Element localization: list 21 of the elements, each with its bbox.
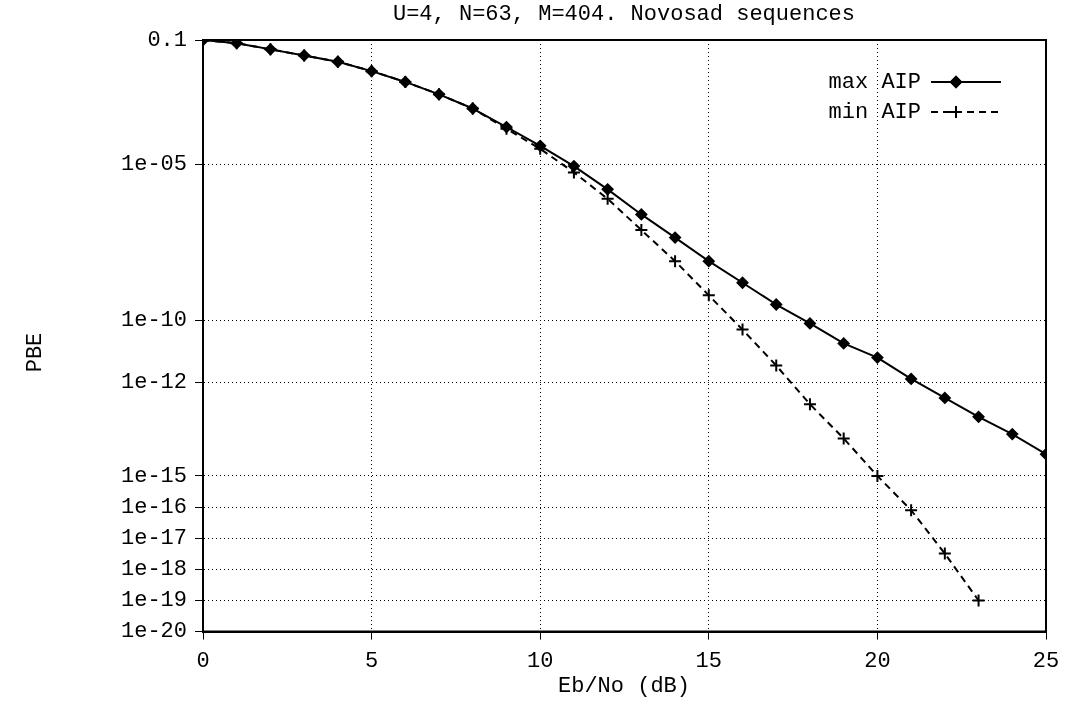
y-tick-label: 1e-10 [120, 308, 187, 334]
x-tick-label: 15 [695, 648, 722, 674]
x-axis-title: Eb/No (dB) [557, 674, 691, 699]
chart-title: U=4, N=63, M=404. Novosad sequences [391, 2, 857, 27]
y-tick-label: 1e-19 [120, 588, 187, 614]
legend-label: max AIP [828, 69, 921, 95]
x-tick-label: 25 [1032, 648, 1060, 674]
y-tick-label: 1e-12 [120, 370, 187, 396]
x-tick-label: 5 [365, 648, 379, 674]
x-tick-label: 0 [196, 648, 210, 674]
y-tick-label: 1e-20 [120, 619, 187, 645]
y-tick-label: 1e-15 [120, 463, 187, 489]
y-tick-label: 1e-05 [120, 152, 187, 178]
x-tick-label: 20 [864, 648, 891, 674]
y-tick-label: 1e-17 [120, 526, 187, 552]
legend-label: min AIP [828, 99, 921, 125]
y-tick-label: 1e-18 [120, 557, 187, 583]
x-tick-label: 10 [527, 648, 554, 674]
y-tick-label: 1e-16 [120, 494, 187, 520]
y-axis-title: PBE [22, 331, 48, 375]
y-tick-label: 0.1 [147, 27, 187, 53]
